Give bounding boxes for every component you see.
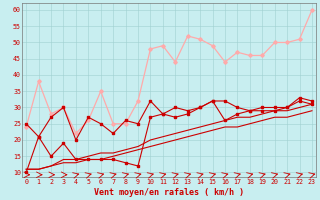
X-axis label: Vent moyen/en rafales ( km/h ): Vent moyen/en rafales ( km/h ) (94, 188, 244, 197)
